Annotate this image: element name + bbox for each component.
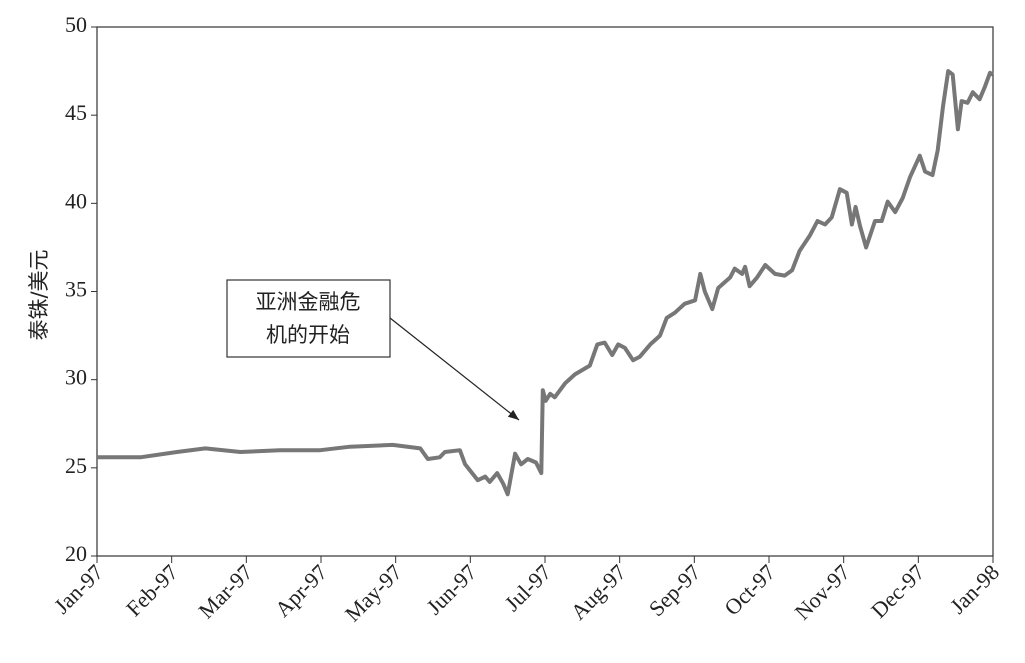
x-tick-label: Feb-97 xyxy=(121,559,183,621)
annotation-box xyxy=(226,279,391,358)
y-tick-label: 35 xyxy=(65,277,87,302)
y-tick-label: 20 xyxy=(65,541,87,566)
x-tick-label: Mar-97 xyxy=(193,559,257,623)
y-axis-label: 泰铢/美元 xyxy=(27,249,51,340)
y-tick-label: 40 xyxy=(65,188,87,213)
y-tick-label: 25 xyxy=(65,453,87,478)
y-tick-label: 45 xyxy=(65,100,87,125)
x-tick-label: Oct-97 xyxy=(719,559,780,620)
data-line xyxy=(97,69,995,497)
annotation-line: 亚洲金融危 xyxy=(256,290,361,314)
y-tick-label: 30 xyxy=(65,365,87,390)
annotation-line: 机的开始 xyxy=(266,323,350,347)
x-tick-label: Jul-97 xyxy=(500,559,557,616)
x-tick-label: Sep-97 xyxy=(644,559,706,621)
x-tick-label: Apr-97 xyxy=(270,559,332,621)
x-tick-label: Jan-97 xyxy=(49,559,108,618)
x-tick-label: Jan-98 xyxy=(945,559,1004,618)
annotation-arrow xyxy=(389,317,520,421)
x-tick-label: Dec-97 xyxy=(866,559,929,622)
y-tick-label: 50 xyxy=(65,12,87,37)
x-tick-label: May-97 xyxy=(340,559,407,626)
x-tick-label: Nov-97 xyxy=(790,559,855,624)
x-tick-label: Aug-97 xyxy=(566,559,631,624)
x-tick-label: Jun-97 xyxy=(421,559,481,619)
